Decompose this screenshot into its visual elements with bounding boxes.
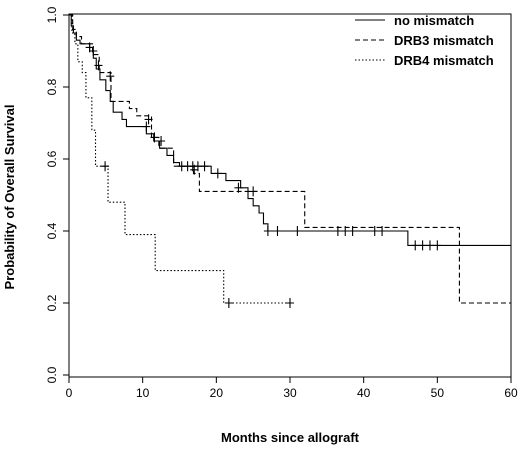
censor-mark	[418, 240, 427, 251]
censor-mark	[425, 240, 434, 251]
plot-area	[68, 13, 512, 378]
y-tick-label: 0.0	[45, 366, 59, 383]
series-layer	[69, 14, 511, 308]
series-line	[69, 14, 511, 246]
x-tick-label: 40	[357, 386, 371, 400]
y-tick-label: 0.6	[45, 150, 59, 167]
censor-mark	[213, 168, 222, 179]
censor-mark	[286, 298, 294, 308]
censor-mark	[101, 161, 110, 172]
y-tick-label: 0.2	[45, 294, 59, 311]
series-line	[69, 14, 511, 304]
y-axis: 0.0 0.2 0.4 0.6 0.8 1.0	[45, 6, 69, 383]
y-axis-label: Probability of Overall Survival	[2, 105, 17, 290]
censor-mark	[411, 240, 420, 251]
legend: no mismatch DRB3 mismatch DRB4 mismatch	[355, 13, 494, 68]
x-tick-label: 50	[431, 386, 445, 400]
censor-mark	[378, 226, 387, 236]
legend-label: no mismatch	[394, 13, 474, 28]
x-tick-label: 0	[66, 386, 73, 400]
x-tick-label: 60	[504, 386, 518, 400]
x-tick-label: 10	[136, 386, 150, 400]
y-tick-label: 0.4	[45, 222, 59, 239]
x-tick-label: 30	[283, 386, 297, 400]
series-line	[69, 14, 290, 304]
censor-mark	[157, 136, 166, 146]
series-2	[69, 14, 511, 304]
censor-mark	[293, 226, 302, 236]
censor-mark	[273, 226, 282, 236]
series-3	[69, 14, 294, 308]
censor-mark	[249, 186, 258, 197]
censor-mark	[94, 60, 103, 71]
x-axis: 0 10 20 30 40 50 60	[66, 377, 518, 400]
censor-mark	[263, 226, 272, 236]
x-axis-label: Months since allograft	[221, 430, 360, 445]
censor-mark	[144, 114, 153, 125]
y-tick-label: 1.0	[45, 6, 59, 23]
censor-mark	[370, 226, 379, 236]
x-tick-label: 20	[210, 386, 224, 400]
censor-mark	[433, 240, 442, 251]
y-tick-label: 0.8	[45, 78, 59, 95]
censor-mark	[142, 121, 151, 132]
series-1	[69, 14, 511, 251]
legend-label: DRB4 mismatch	[394, 53, 494, 68]
plot-frame	[68, 13, 512, 378]
censor-mark	[200, 161, 209, 172]
censor-mark	[224, 298, 233, 308]
censor-mark	[89, 46, 98, 56]
legend-label: DRB3 mismatch	[394, 33, 494, 48]
censor-mark	[150, 132, 159, 143]
censor-mark	[190, 164, 199, 175]
